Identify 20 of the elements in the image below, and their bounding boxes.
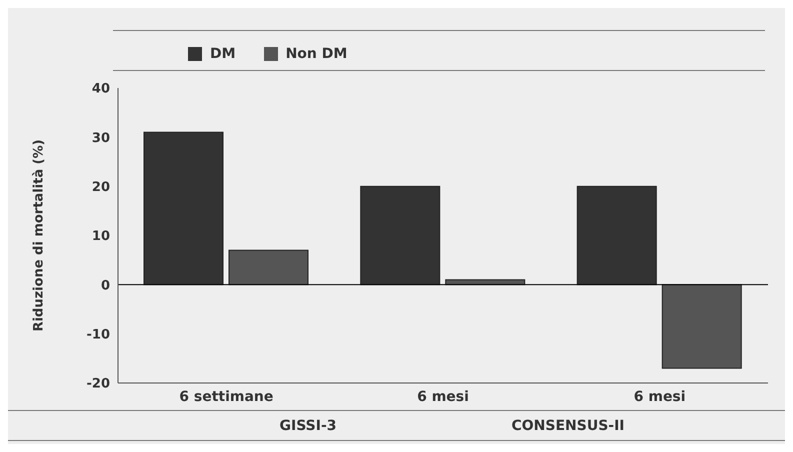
x-tick-label: 6 mesi [634,388,686,405]
text: GISSI-3 [278,418,338,434]
y-tick-label: 40 [92,82,110,97]
bar [360,186,440,286]
y-axis-title: Riduzione di mortalità (%) [32,139,47,332]
y-tick-label: -20 [86,376,110,392]
y-tick-label: 20 [92,180,110,195]
legend-label: DM [210,46,236,62]
y-tick-label: 0 [100,278,110,294]
y-tick-label: -10 [86,327,110,342]
x-tick-label: 6 settimane [179,388,274,405]
bar [662,284,742,369]
text: CONSENSUS-II [510,418,626,434]
bar [576,186,657,286]
y-tick-label: 30 [92,130,110,146]
legend-label: Non DM [286,46,348,62]
bar [144,132,224,286]
y-tick-label: 10 [92,229,110,244]
bar [228,250,308,286]
x-tick-label: 6 mesi [417,388,469,405]
